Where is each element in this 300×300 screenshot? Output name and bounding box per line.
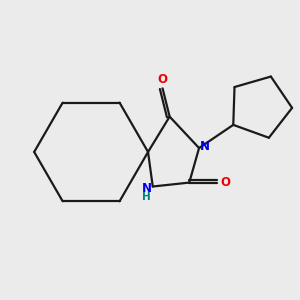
Text: N: N xyxy=(142,182,152,195)
Text: O: O xyxy=(158,73,168,86)
Text: N: N xyxy=(200,140,210,153)
Text: H: H xyxy=(142,192,151,202)
Text: O: O xyxy=(220,176,230,189)
